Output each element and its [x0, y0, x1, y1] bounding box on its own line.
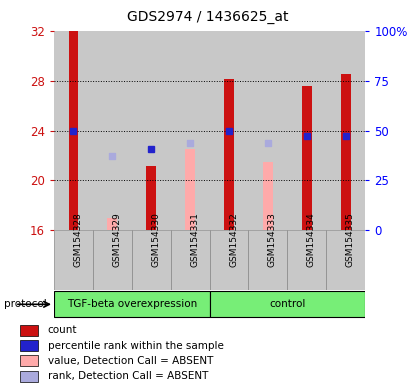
Bar	[20, 325, 38, 336]
Bar	[326, 230, 365, 290]
Bar	[20, 340, 38, 351]
Text: GDS2974 / 1436625_at: GDS2974 / 1436625_at	[127, 10, 288, 23]
Text: value, Detection Call = ABSENT: value, Detection Call = ABSENT	[48, 356, 213, 366]
Bar	[210, 230, 249, 290]
Bar	[210, 291, 365, 317]
Bar	[93, 31, 132, 230]
Bar	[54, 230, 93, 290]
Bar	[68, 31, 78, 230]
Bar	[54, 31, 93, 230]
Bar	[132, 31, 171, 230]
Bar	[326, 31, 365, 230]
Text: count: count	[48, 325, 77, 335]
Bar	[210, 31, 249, 230]
Bar	[93, 230, 132, 290]
Bar	[287, 230, 326, 290]
Bar	[132, 230, 171, 290]
Bar	[171, 230, 210, 290]
Text: GSM154335: GSM154335	[346, 212, 355, 267]
Bar	[249, 31, 288, 230]
Bar	[20, 356, 38, 366]
Bar	[171, 31, 210, 230]
Bar	[20, 371, 38, 382]
Bar	[210, 31, 249, 230]
Bar	[185, 149, 195, 230]
Bar	[263, 162, 273, 230]
Bar	[302, 86, 312, 230]
Bar	[288, 31, 326, 230]
Text: GSM154332: GSM154332	[229, 212, 238, 267]
Text: GSM154334: GSM154334	[307, 212, 316, 267]
Bar	[341, 74, 351, 230]
Text: protocol: protocol	[4, 299, 47, 310]
Text: percentile rank within the sample: percentile rank within the sample	[48, 341, 223, 351]
Bar	[326, 31, 365, 230]
Bar	[288, 31, 326, 230]
Text: GSM154328: GSM154328	[73, 212, 83, 267]
Text: GSM154331: GSM154331	[190, 212, 199, 267]
Text: GSM154330: GSM154330	[151, 212, 160, 267]
Text: TGF-beta overexpression: TGF-beta overexpression	[67, 299, 197, 310]
Text: control: control	[269, 299, 305, 310]
Text: rank, Detection Call = ABSENT: rank, Detection Call = ABSENT	[48, 371, 208, 381]
Bar	[224, 79, 234, 230]
Text: GSM154329: GSM154329	[112, 212, 121, 267]
Bar	[132, 31, 171, 230]
Bar	[54, 31, 93, 230]
Text: GSM154333: GSM154333	[268, 212, 277, 267]
Bar	[146, 166, 156, 230]
Bar	[93, 31, 132, 230]
Bar	[146, 166, 156, 230]
Bar	[54, 291, 210, 317]
Bar	[249, 230, 287, 290]
Bar	[249, 31, 288, 230]
Bar	[107, 218, 117, 230]
Bar	[171, 31, 210, 230]
